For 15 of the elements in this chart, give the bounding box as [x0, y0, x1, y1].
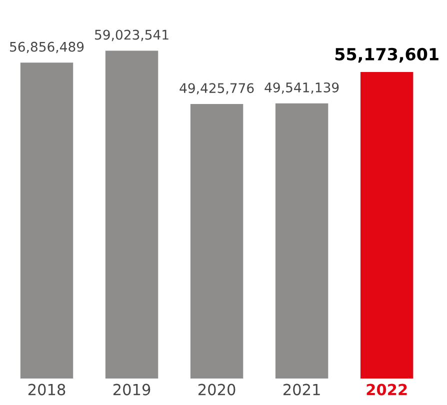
- data-label: 56,856,489: [10, 42, 84, 54]
- x-tick-label: 2018: [28, 384, 66, 396]
- data-label: 49,425,776: [180, 83, 254, 94]
- x-tick-label: 2020: [198, 384, 236, 396]
- bar: [190, 104, 244, 379]
- data-label: 55,173,601: [335, 48, 438, 63]
- data-label: 59,023,541: [95, 30, 168, 42]
- x-tick-label: 2022: [366, 384, 407, 396]
- x-tick-label: 2019: [113, 384, 150, 396]
- data-label: 49,541,139: [264, 82, 339, 94]
- x-tick-label: 2021: [283, 384, 320, 396]
- bar: [20, 62, 74, 379]
- bar: [275, 103, 328, 379]
- bar: [105, 50, 158, 379]
- bar: [360, 72, 414, 379]
